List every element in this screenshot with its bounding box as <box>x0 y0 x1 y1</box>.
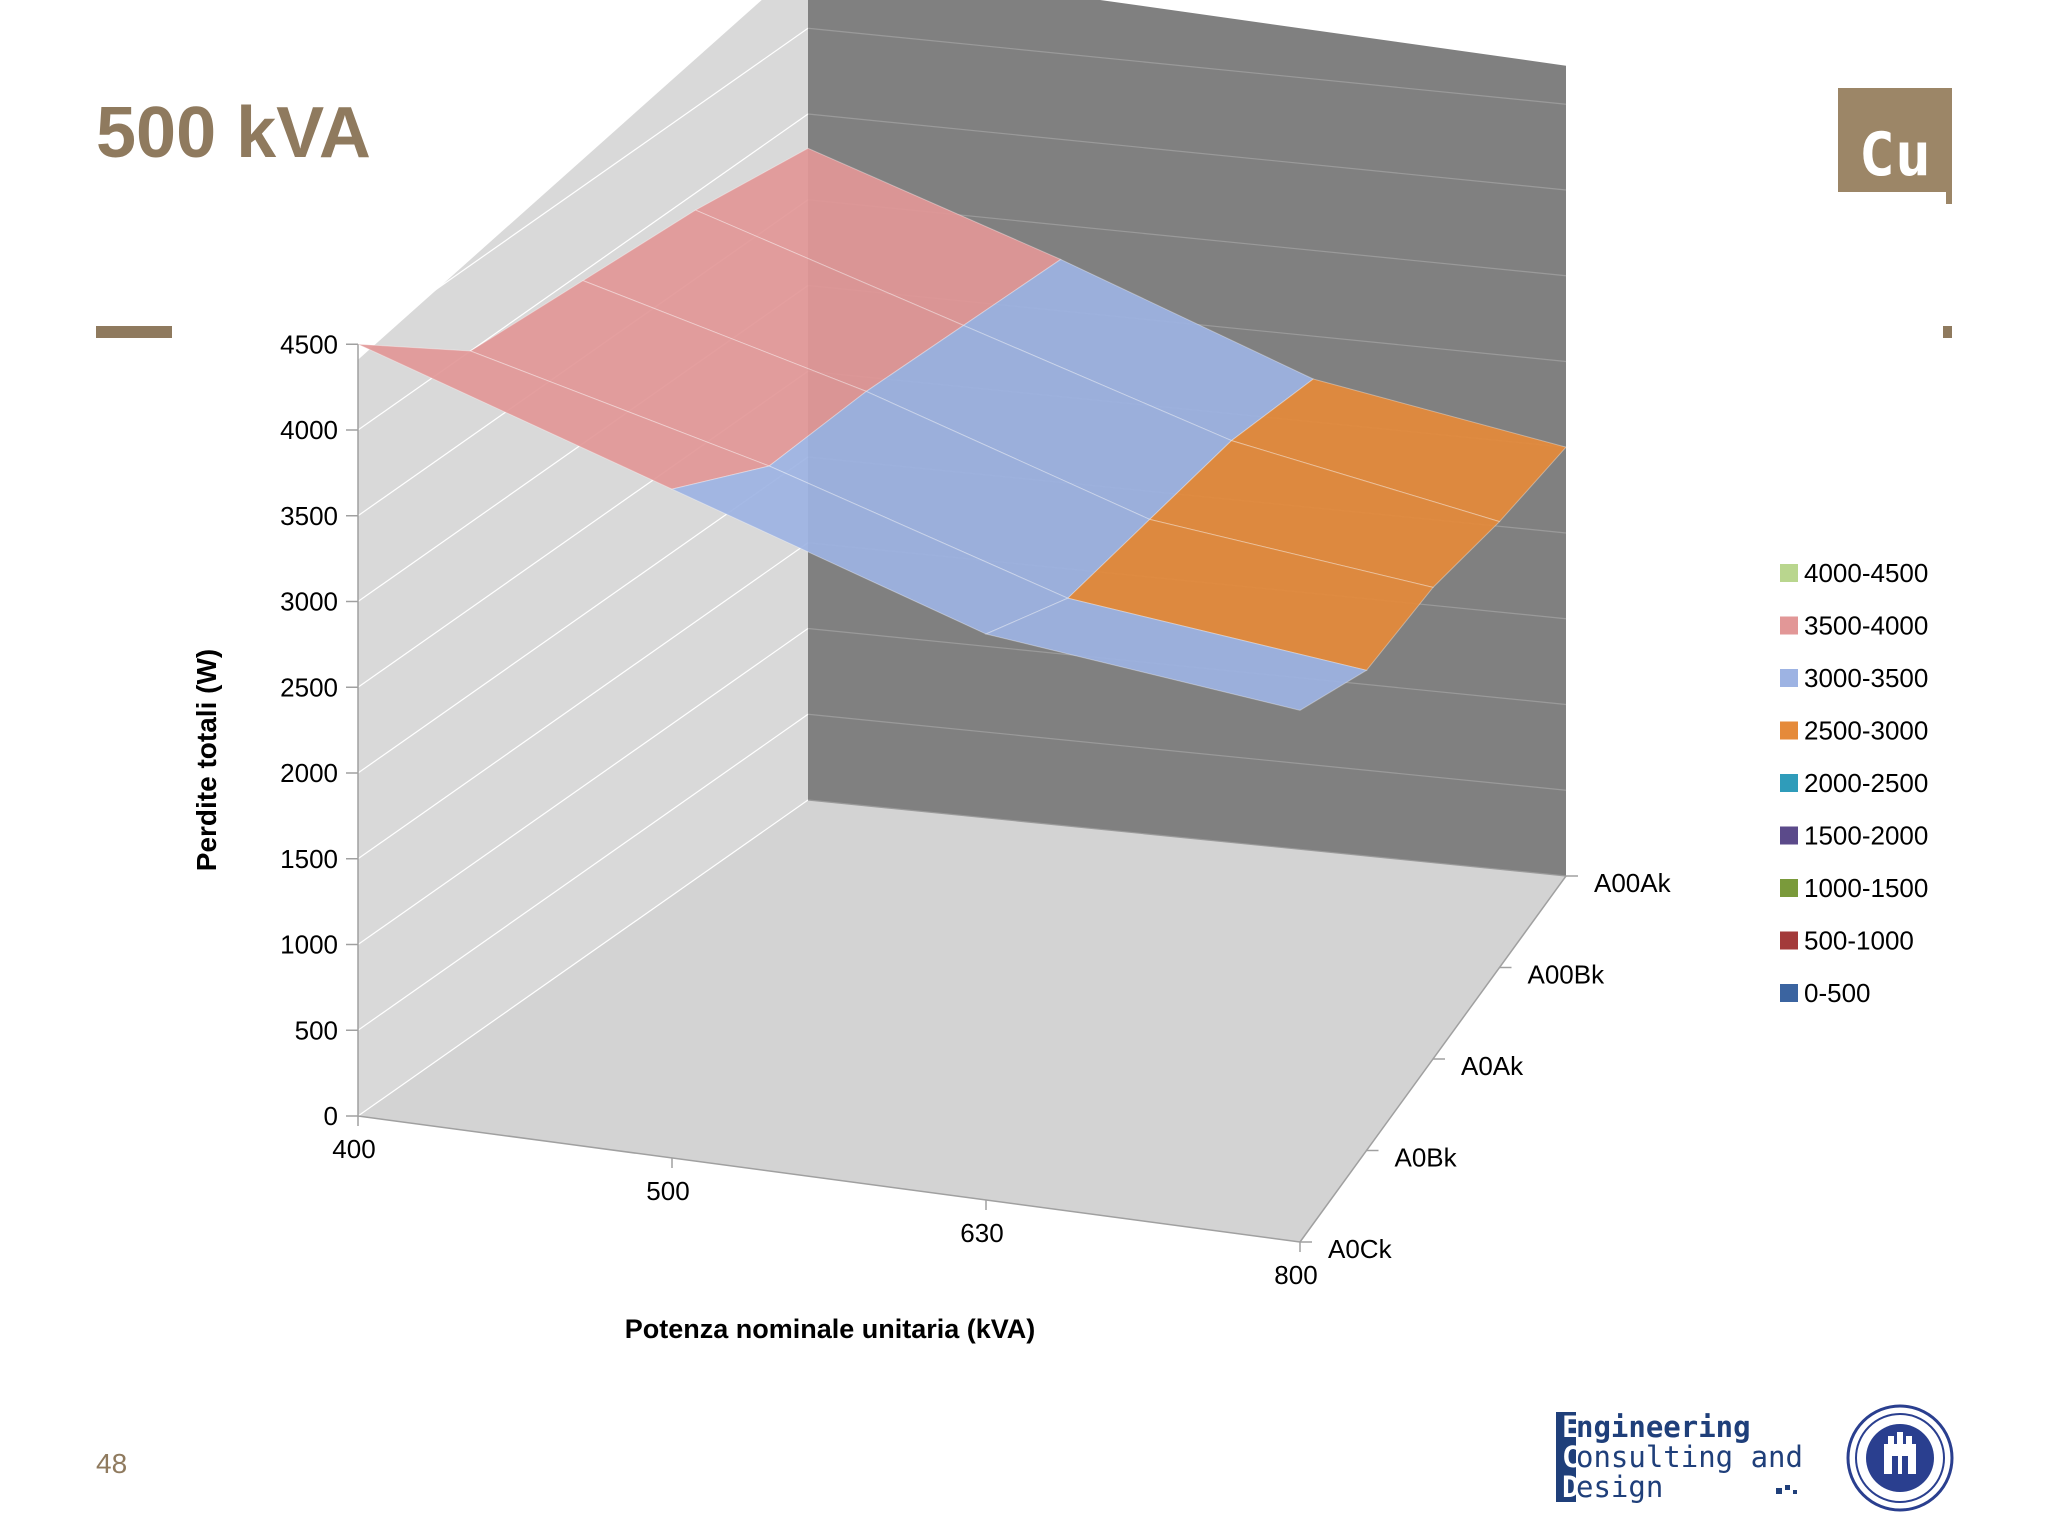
chart-floor <box>358 800 1566 1242</box>
ecd-line-1: ngineering <box>1576 1410 1751 1444</box>
legend-label: 2500-3000 <box>1804 716 1928 746</box>
x-tick-label: 400 <box>332 1134 375 1164</box>
depth-tick-label: A0Bk <box>1395 1143 1458 1173</box>
ecd-logo-dots-icon <box>1776 1485 1797 1494</box>
z-tick-label: 4000 <box>280 415 338 445</box>
legend-swatch <box>1780 669 1798 687</box>
legend-swatch <box>1780 931 1798 950</box>
ecd-line-2: onsulting and <box>1576 1440 1803 1474</box>
z-axis-label: Perdite totali (W) <box>191 649 222 871</box>
element-symbol: Cu <box>1858 120 1932 190</box>
z-tick-label: 3500 <box>280 501 338 531</box>
depth-tick-label: A0Ak <box>1461 1051 1524 1081</box>
x-axis-line <box>357 1115 1301 1243</box>
chart-surface <box>357 147 1567 711</box>
z-tick-label: 1000 <box>280 930 338 960</box>
legend-swatch <box>1780 879 1798 897</box>
x-axis-label: Potenza nominale unitaria (kVA) <box>625 1314 1036 1344</box>
legend-label: 2000-2500 <box>1804 768 1928 798</box>
slide-title: 500 kVA <box>96 93 371 173</box>
z-tick-label: 2500 <box>280 672 338 702</box>
x-tick-label: 630 <box>960 1218 1003 1248</box>
element-badge: Cu <box>1838 88 1952 192</box>
side-gridline <box>357 713 809 1031</box>
page-number: 48 <box>96 1448 128 1479</box>
ecd-logo-text: Engineering Consulting and Design <box>1556 1412 1803 1502</box>
back-gridline <box>807 713 1567 791</box>
side-gridline <box>357 27 809 345</box>
title-rule-left <box>96 326 172 338</box>
z-tick-label: 1500 <box>280 844 338 874</box>
title-rule-right <box>1943 326 1952 338</box>
legend-label: 500-1000 <box>1804 926 1914 956</box>
back-gridline <box>807 799 1567 877</box>
legend-label: 3500-4000 <box>1804 611 1928 641</box>
x-tick-label: 800 <box>1274 1260 1317 1290</box>
side-gridline <box>357 628 809 945</box>
legend-label: 4000-4500 <box>1804 558 1928 588</box>
depth-tick-label: A0Ck <box>1328 1234 1393 1264</box>
side-gridline <box>357 799 809 1117</box>
side-gridline <box>357 542 809 860</box>
university-seal-icon <box>1846 1404 1954 1512</box>
legend-swatch <box>1780 826 1798 845</box>
surface-patch <box>984 597 1368 711</box>
legend-label: 3000-3500 <box>1804 663 1928 693</box>
legend-swatch <box>1780 984 1798 1002</box>
back-gridline <box>807 27 1567 105</box>
z-tick-label: 4500 <box>280 329 338 359</box>
z-tick-label: 2000 <box>280 758 338 788</box>
depth-tick-label: A00Bk <box>1528 960 1606 990</box>
legend-swatch <box>1780 774 1798 792</box>
z-tick-label: 500 <box>295 1015 338 1045</box>
legend-label: 0-500 <box>1804 978 1871 1008</box>
legend-swatch <box>1780 721 1798 740</box>
z-tick-label: 0 <box>324 1101 338 1131</box>
chart-ticks: 0 500 1000 1500 2000 2500 3000 3500 4000 4500 400 5… <box>280 329 1671 1290</box>
x-tick-label: 500 <box>646 1176 689 1206</box>
legend-swatch <box>1780 564 1798 582</box>
z-tick-label: 3000 <box>280 587 338 617</box>
back-gridline <box>807 113 1567 191</box>
element-badge-tick <box>1946 192 1952 204</box>
legend-label: 1000-1500 <box>1804 873 1928 903</box>
legend-swatch <box>1780 616 1798 635</box>
ecd-logo: Engineering Consulting and Design <box>1556 1412 1808 1504</box>
ecd-line-3: esign <box>1576 1470 1664 1504</box>
legend-label: 1500-2000 <box>1804 821 1928 851</box>
chart-legend: 4000-4500 3500-4000 3000-3500 2500-3000 2000… <box>1780 558 1928 1008</box>
surface-patch <box>1148 440 1501 588</box>
depth-tick-label: A00Ak <box>1594 868 1672 898</box>
